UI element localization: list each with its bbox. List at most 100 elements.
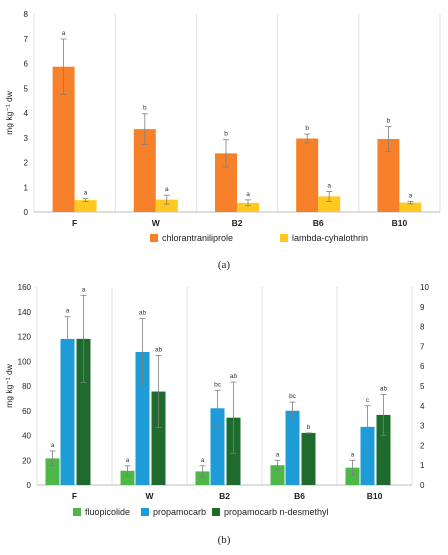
y2-tick-label: 10 (420, 283, 429, 292)
bar (296, 138, 319, 212)
significance-letter: bc (289, 393, 297, 400)
bar (133, 129, 156, 212)
y-tick-label: 8 (24, 10, 29, 19)
significance-letter: b (305, 125, 309, 132)
bar (195, 471, 210, 485)
significance-letter: a (165, 186, 169, 193)
bar (360, 426, 375, 485)
category-label: B6 (294, 491, 305, 501)
legend-label: propamocarb (153, 507, 206, 517)
y2-tick-label: 9 (420, 303, 425, 312)
bar (377, 138, 400, 212)
y-tick-label: 0 (24, 208, 29, 217)
bar (151, 391, 166, 485)
legend-swatch (141, 508, 149, 516)
y2-tick-label: 5 (420, 382, 425, 391)
significance-letter: b (387, 118, 391, 125)
bar (270, 465, 285, 485)
y-tick-label: 6 (24, 60, 29, 69)
category-label: B10 (392, 218, 408, 228)
y2-tick-label: 6 (420, 362, 425, 371)
category-label: W (152, 218, 161, 228)
panel-label: (b) (218, 534, 231, 546)
significance-letter: a (62, 30, 66, 37)
significance-letter: b (143, 105, 147, 112)
bar (52, 66, 75, 212)
bar (210, 408, 225, 485)
panel-label: (a) (218, 259, 231, 271)
y-tick-label: 160 (18, 283, 32, 292)
legend-label: chlorantraniliprole (162, 233, 233, 243)
significance-letter: a (327, 182, 331, 189)
significance-letter: a (201, 457, 205, 464)
y-tick-label: 4 (24, 109, 29, 118)
y-tick-label: 5 (24, 84, 29, 93)
bar (155, 199, 178, 212)
legend-swatch (150, 234, 158, 242)
legend-label: fluopicolide (85, 507, 130, 517)
bar (215, 153, 237, 212)
y-tick-label: 1 (24, 183, 29, 192)
category-label: B2 (232, 218, 243, 228)
y-axis-label: mg kg⁻¹ dw (4, 90, 14, 135)
y-tick-label: 20 (22, 456, 31, 465)
bar (135, 351, 150, 485)
significance-letter: ab (230, 373, 238, 380)
significance-letter: a (276, 451, 280, 458)
bar (318, 196, 341, 212)
significance-letter: c (366, 397, 370, 404)
legend-swatch (73, 508, 81, 516)
y2-tick-label: 4 (420, 402, 425, 411)
bar (237, 202, 259, 212)
y-tick-label: 40 (22, 432, 31, 441)
bar (285, 410, 300, 485)
significance-letter: bc (214, 381, 222, 388)
bar (345, 467, 360, 485)
y2-tick-label: 3 (420, 422, 425, 431)
legend-label: lambda-cyhalothrin (292, 233, 368, 243)
category-label: B6 (313, 218, 324, 228)
significance-letter: a (82, 286, 86, 293)
bar (120, 470, 135, 485)
y2-tick-label: 2 (420, 441, 425, 450)
bar (74, 200, 97, 212)
bar (60, 338, 75, 485)
significance-letter: ab (155, 347, 163, 354)
y2-tick-label: 0 (420, 481, 425, 490)
y-tick-label: 3 (24, 134, 29, 143)
significance-letter: ab (139, 310, 147, 317)
significance-letter: b (224, 131, 228, 138)
y2-tick-label: 7 (420, 342, 425, 351)
legend-swatch (212, 508, 220, 516)
bar (376, 414, 391, 485)
significance-letter: b (307, 424, 311, 431)
y2-tick-label: 1 (420, 461, 425, 470)
significance-letter: a (246, 191, 250, 198)
bar (301, 432, 316, 485)
y-tick-label: 2 (24, 159, 29, 168)
category-label: F (72, 218, 77, 228)
significance-letter: a (84, 190, 88, 197)
y-tick-label: 100 (18, 357, 32, 366)
y-axis-label: mg kg⁻¹ dw (4, 363, 14, 408)
y-tick-label: 140 (18, 308, 32, 317)
significance-letter: a (51, 442, 55, 449)
bar (76, 338, 91, 485)
category-label: F (72, 491, 77, 501)
y2-tick-label: 8 (420, 323, 425, 332)
y-tick-label: 80 (22, 382, 31, 391)
bar (45, 458, 60, 485)
significance-letter: a (409, 192, 413, 199)
category-label: B10 (367, 491, 383, 501)
significance-letter: ab (380, 386, 388, 393)
y-tick-label: 7 (24, 35, 29, 44)
significance-letter: a (351, 451, 355, 458)
category-label: W (145, 491, 154, 501)
category-label: B2 (219, 491, 230, 501)
legend-label: propamocarb n-desmethyl (224, 507, 329, 517)
significance-letter: a (126, 457, 130, 464)
legend-swatch (280, 234, 288, 242)
y-tick-label: 60 (22, 407, 31, 416)
